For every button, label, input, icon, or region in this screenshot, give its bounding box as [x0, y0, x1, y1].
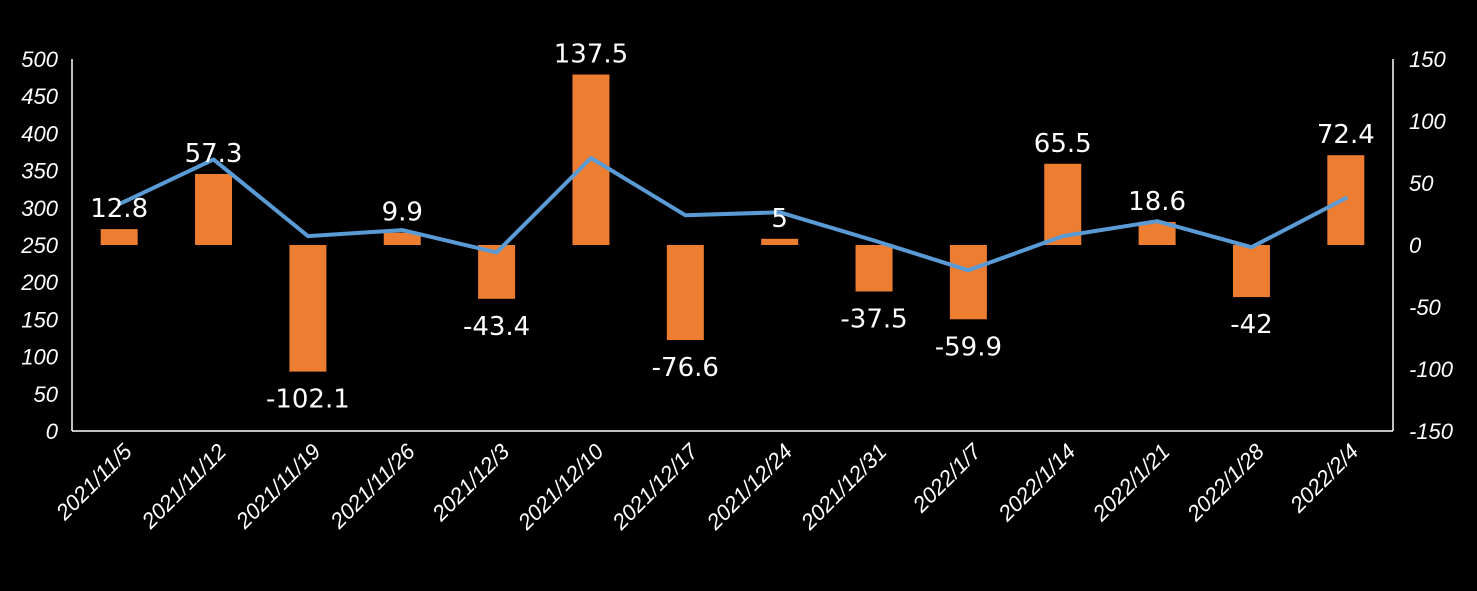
line-series — [117, 156, 1348, 273]
bar-data-label: -42 — [1230, 310, 1272, 340]
bar — [949, 245, 987, 320]
bar-data-label: 57.3 — [185, 139, 243, 169]
bar-data-label: 5 — [771, 204, 788, 234]
category-labels: 2021/11/5 2021/11/12 2021/11/19 2021/11/26 2… — [50, 438, 1363, 535]
y-right-tick-label: -50 — [1409, 295, 1442, 320]
y-right-tick-label: 100 — [1409, 109, 1446, 134]
bar-data-label: -43.4 — [463, 312, 530, 342]
category-label: 2021/12/3 — [427, 438, 515, 526]
category-label: 2021/11/26 — [325, 438, 421, 534]
bar — [1232, 245, 1270, 298]
y-left-tick-label: 50 — [34, 382, 59, 407]
y-left-tick-label: 0 — [46, 419, 59, 444]
y-left-tick-label: 400 — [21, 121, 58, 146]
y-left-tick-label: 100 — [21, 345, 58, 370]
bar-series — [100, 74, 1365, 372]
bar-data-label: 18.6 — [1128, 187, 1186, 217]
bar — [1138, 221, 1176, 245]
bar — [1044, 163, 1082, 245]
y-right-tick-label: -150 — [1409, 419, 1454, 444]
y-left-tick-label: 500 — [21, 47, 58, 72]
bar-data-label: -59.9 — [935, 332, 1002, 362]
category-label: 2021/12/17 — [607, 438, 704, 535]
bar-data-label: -76.6 — [652, 353, 719, 383]
category-label: 2021/12/10 — [512, 438, 609, 535]
y-right-tick-label: 0 — [1409, 233, 1422, 258]
bar-data-label: 9.9 — [382, 198, 423, 228]
y-right-tick-label: 50 — [1409, 171, 1434, 196]
category-label: 2022/1/14 — [993, 439, 1081, 527]
data-labels: 12.8 57.3 -102.1 9.9 -43.4 137.5 -76.6 5 -37.5 -5… — [90, 40, 1375, 415]
bar-data-label: 137.5 — [554, 40, 628, 70]
category-label: 2021/12/24 — [701, 439, 797, 535]
bar — [289, 245, 327, 372]
y-right-tick-label: 150 — [1409, 47, 1446, 72]
bar — [100, 229, 138, 245]
bar-data-label: -37.5 — [840, 305, 907, 335]
y-left-tick-label: 150 — [21, 307, 58, 332]
chart-axes — [71, 59, 1394, 432]
y-left-tick-label: 300 — [21, 196, 58, 221]
line-path — [117, 156, 1348, 273]
y-left-tick-label: 350 — [21, 159, 58, 184]
y-right-tick-label: -100 — [1409, 357, 1454, 382]
y-left-tick-label: 450 — [21, 84, 58, 109]
bar — [195, 173, 233, 245]
bar-data-label: -102.1 — [266, 385, 350, 415]
category-label: 2021/11/12 — [136, 439, 231, 534]
y-left-tick-label: 250 — [20, 233, 58, 258]
bar — [383, 232, 421, 245]
bar — [855, 245, 893, 292]
bar-data-label: 72.4 — [1317, 120, 1375, 150]
bar — [761, 238, 799, 245]
category-label: 2021/12/31 — [795, 439, 891, 535]
category-label: 2022/2/4 — [1284, 439, 1363, 518]
y-left-tick-label: 200 — [20, 270, 58, 295]
bar-data-label: 65.5 — [1034, 129, 1092, 159]
bar — [666, 245, 704, 340]
category-label: 2022/1/28 — [1181, 438, 1269, 526]
category-label: 2021/11/5 — [50, 438, 137, 525]
category-label: 2022/1/21 — [1087, 439, 1175, 527]
axis-ticks: 050100150200250300350400450500-150-100-5… — [20, 47, 1454, 444]
bar-data-label: 12.8 — [90, 194, 148, 224]
category-label: 2022/1/7 — [907, 438, 986, 517]
category-label: 2021/11/19 — [230, 439, 325, 534]
